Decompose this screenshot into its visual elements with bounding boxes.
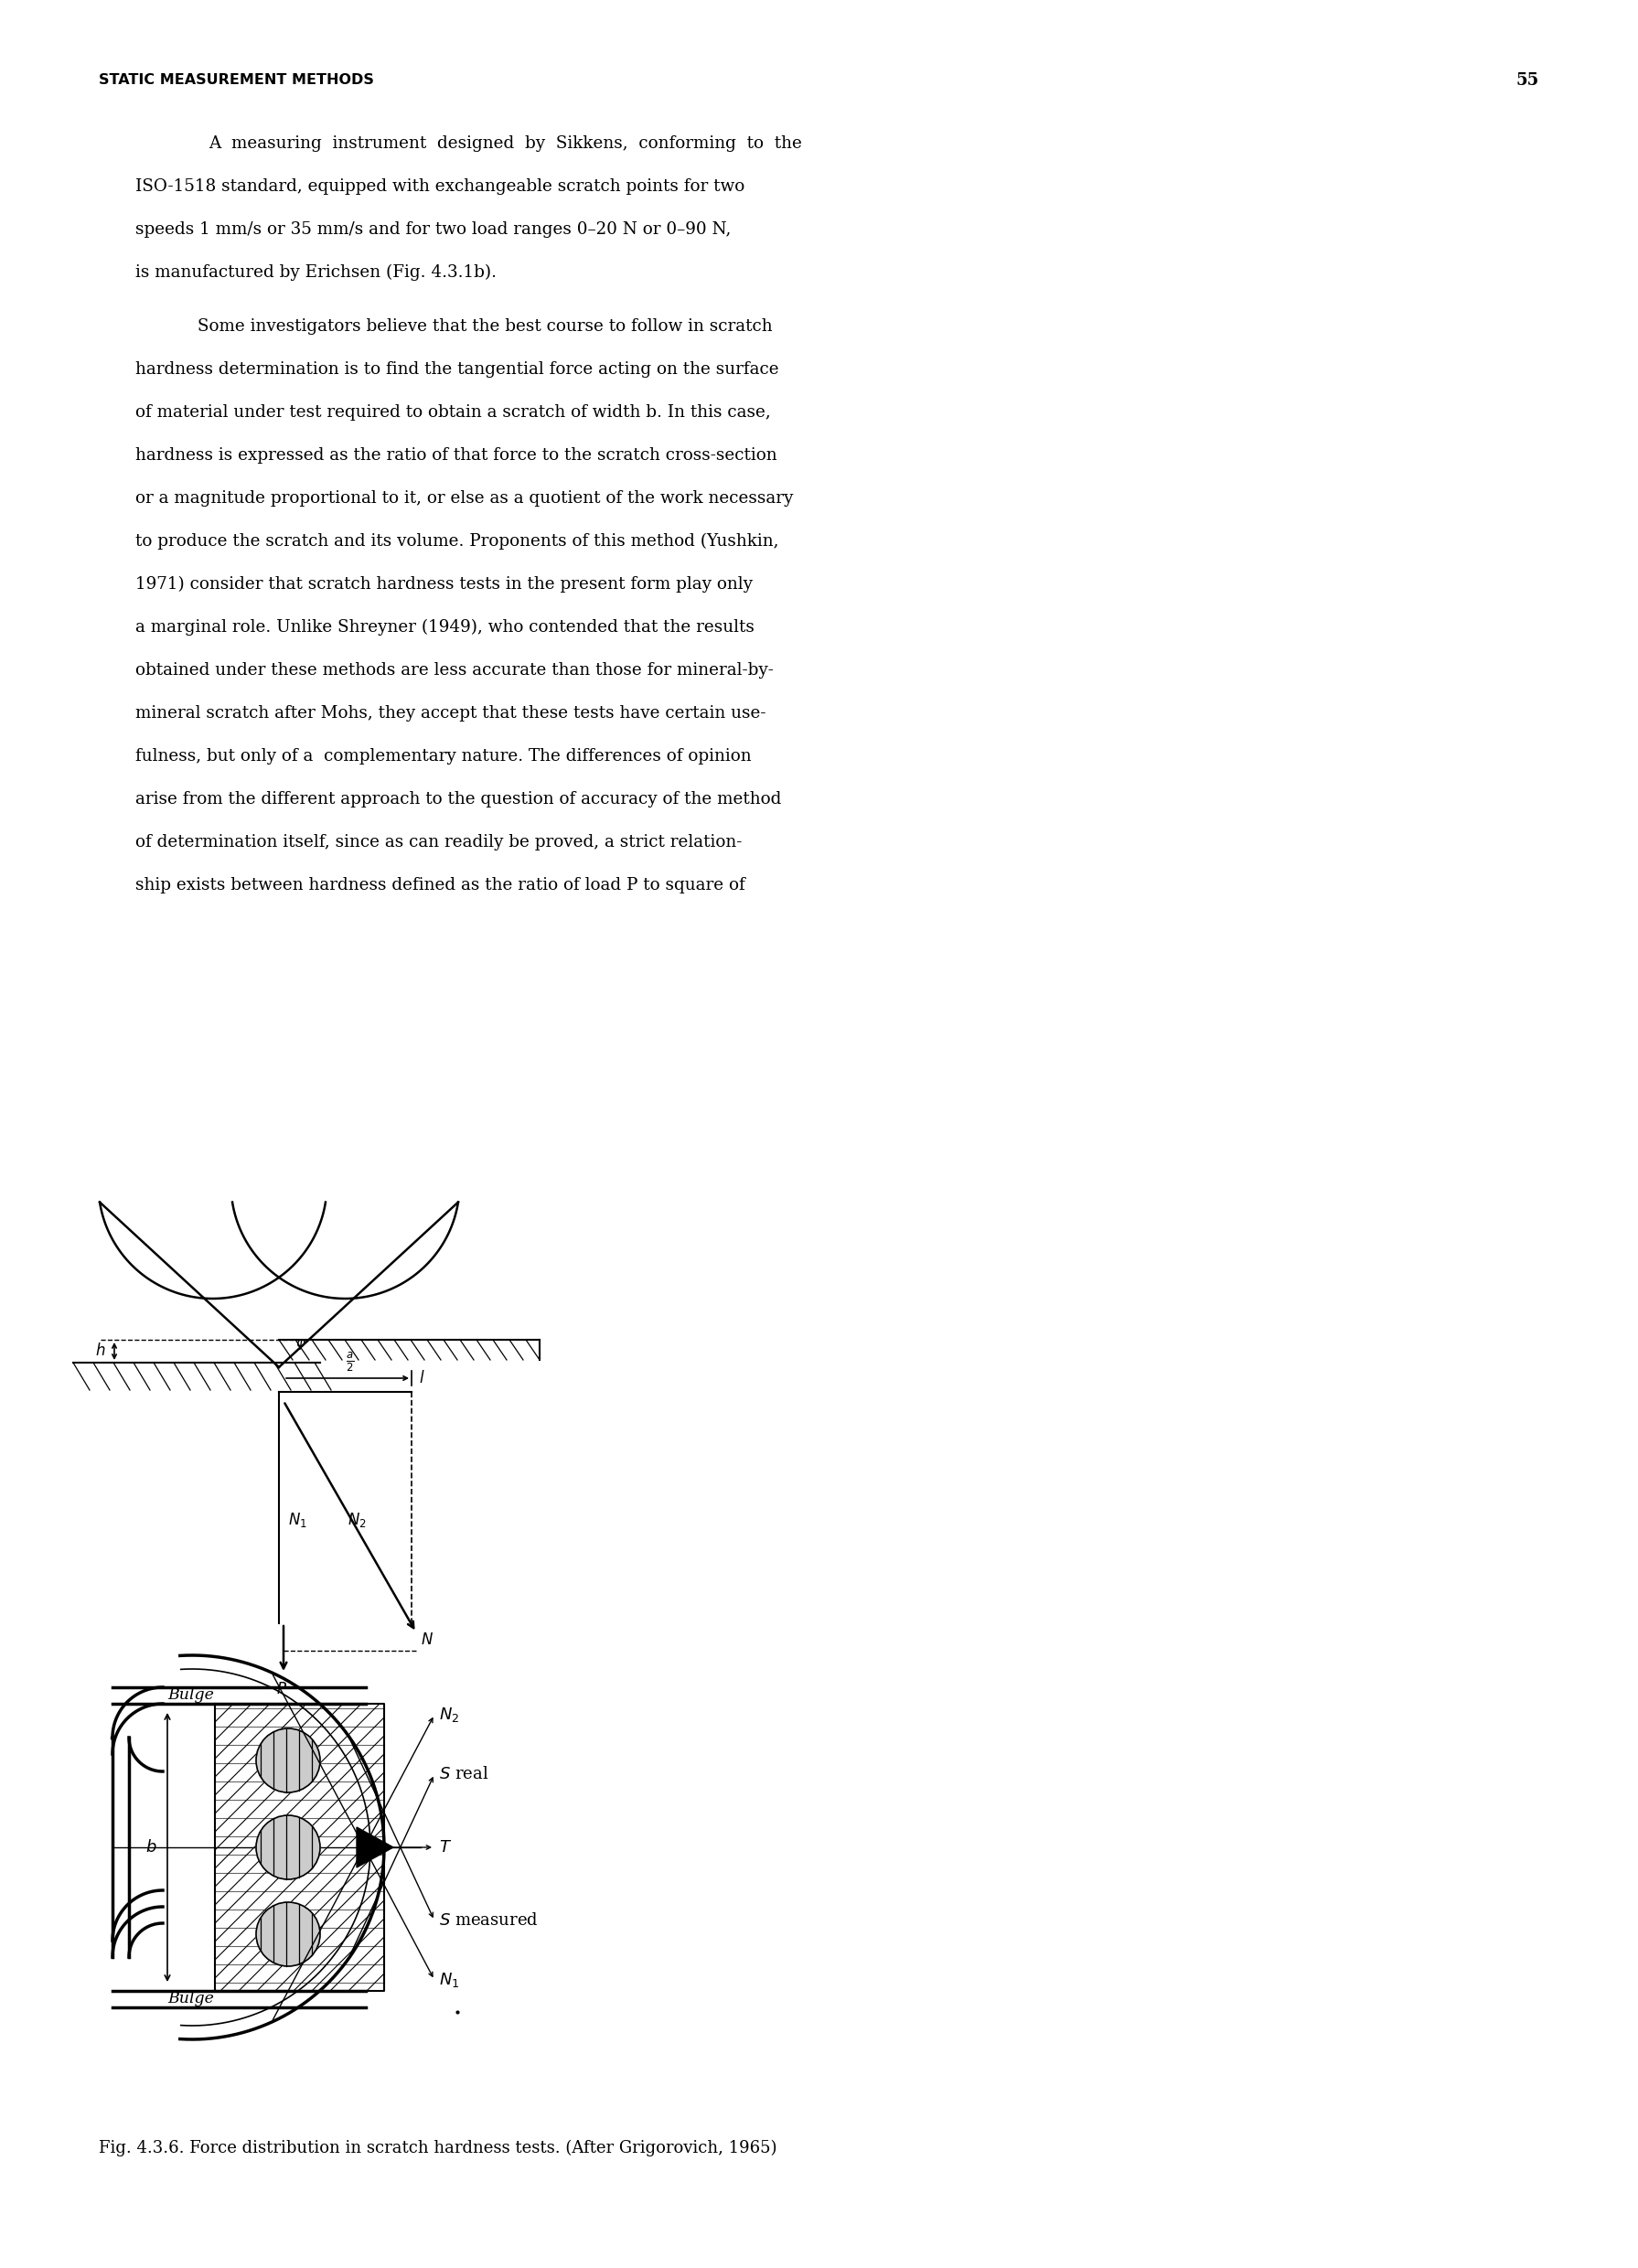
Text: $l$: $l$ [419, 1370, 424, 1386]
Text: $N_1$: $N_1$ [288, 1510, 306, 1529]
Circle shape [256, 1814, 319, 1880]
Text: of material under test required to obtain a scratch of width b. In this case,: of material under test required to obtai… [136, 404, 771, 420]
Text: $S$ real: $S$ real [439, 1767, 488, 1783]
Text: to produce the scratch and its volume. Proponents of this method (Yushkin,: to produce the scratch and its volume. P… [136, 533, 778, 549]
Circle shape [256, 1728, 319, 1792]
Text: mineral scratch after Mohs, they accept that these tests have certain use-: mineral scratch after Mohs, they accept … [136, 705, 767, 721]
Text: $N_1$: $N_1$ [439, 1971, 459, 1989]
Text: ISO-1518 standard, equipped with exchangeable scratch points for two: ISO-1518 standard, equipped with exchang… [136, 179, 745, 195]
Text: 1971) consider that scratch hardness tests in the present form play only: 1971) consider that scratch hardness tes… [136, 576, 753, 592]
Text: $N_2$: $N_2$ [347, 1510, 367, 1529]
Text: $T$: $T$ [439, 1839, 452, 1855]
Text: Bulge: Bulge [167, 1991, 215, 2007]
Text: of determination itself, since as can readily be proved, a strict relation-: of determination itself, since as can re… [136, 835, 742, 850]
Text: $\varphi$: $\varphi$ [295, 1338, 306, 1352]
Text: $N_2$: $N_2$ [439, 1706, 459, 1724]
Text: $h$: $h$ [95, 1343, 106, 1359]
Text: hardness is expressed as the ratio of that force to the scratch cross-section: hardness is expressed as the ratio of th… [136, 447, 776, 463]
Text: Bulge: Bulge [167, 1687, 215, 1703]
Circle shape [256, 1903, 319, 1966]
Text: $\frac{a}{2}$: $\frac{a}{2}$ [346, 1349, 354, 1374]
Text: fulness, but only of a  complementary nature. The differences of opinion: fulness, but only of a complementary nat… [136, 748, 752, 764]
Text: Some investigators believe that the best course to follow in scratch: Some investigators believe that the best… [198, 318, 773, 336]
Text: A  measuring  instrument  designed  by  Sikkens,  conforming  to  the: A measuring instrument designed by Sikke… [208, 136, 803, 152]
Text: STATIC MEASUREMENT METHODS: STATIC MEASUREMENT METHODS [98, 73, 373, 88]
Polygon shape [357, 1828, 393, 1867]
Text: a marginal role. Unlike Shreyner (1949), who contended that the results: a marginal role. Unlike Shreyner (1949),… [136, 619, 755, 635]
Text: arise from the different approach to the question of accuracy of the method: arise from the different approach to the… [136, 792, 781, 807]
Text: Fig. 4.3.6. Force distribution in scratch hardness tests. (After Grigorovich, 19: Fig. 4.3.6. Force distribution in scratc… [98, 2141, 776, 2157]
Text: is manufactured by Erichsen (Fig. 4.3.1b).: is manufactured by Erichsen (Fig. 4.3.1b… [136, 265, 496, 281]
Text: $b$: $b$ [146, 1839, 157, 1855]
Text: hardness determination is to find the tangential force acting on the surface: hardness determination is to find the ta… [136, 361, 780, 379]
Text: 55: 55 [1517, 73, 1540, 88]
Text: obtained under these methods are less accurate than those for mineral-by-: obtained under these methods are less ac… [136, 662, 773, 678]
Text: ship exists between hardness defined as the ratio of load P to square of: ship exists between hardness defined as … [136, 878, 745, 894]
Text: or a magnitude proportional to it, or else as a quotient of the work necessary: or a magnitude proportional to it, or el… [136, 490, 793, 506]
Text: $S$ measured: $S$ measured [439, 1912, 539, 1928]
Text: $P$: $P$ [277, 1681, 287, 1696]
Text: speeds 1 mm/s or 35 mm/s and for two load ranges 0–20 N or 0–90 N,: speeds 1 mm/s or 35 mm/s and for two loa… [136, 222, 731, 238]
Text: $N$: $N$ [421, 1633, 434, 1647]
